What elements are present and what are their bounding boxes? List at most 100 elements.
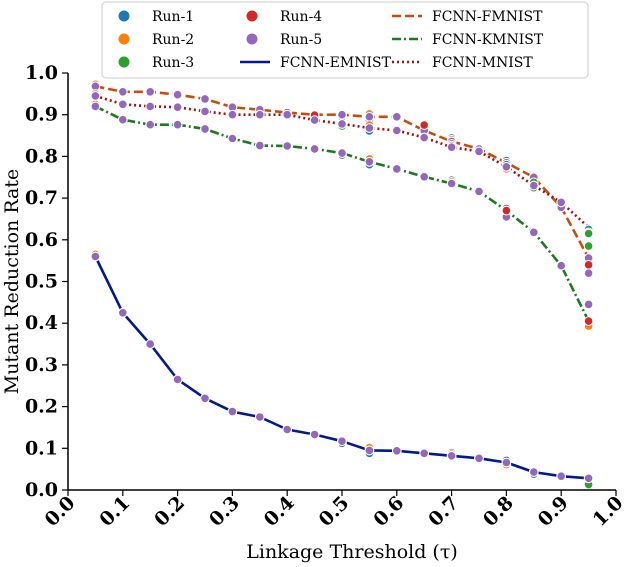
- marker-run-5-fcnn-emnist: [419, 448, 430, 459]
- marker-run-5-fcnn-emnist: [392, 446, 402, 456]
- marker-run-5-fcnn-kmnist: [254, 140, 265, 151]
- marker-run-5-fcnn-mnist: [501, 162, 512, 172]
- marker-run-4-fcnn-mnist: [501, 205, 512, 216]
- legend: Run-1 Run-2 Run-3 Run-4 Run-5 FCNN-EMNIST FCNN…: [101, 1, 589, 79]
- y-tick-label: 0.0: [25, 479, 58, 501]
- marker-run-5-fcnn-mnist: [392, 125, 402, 136]
- legend-label-fcnn-kmnist: FCNN-KMNIST: [432, 32, 544, 48]
- marker-run-5-fcnn-emnist: [227, 406, 238, 417]
- axes: 0.00.10.20.30.40.50.60.70.80.91.00.0 0.1 0…: [1, 62, 626, 563]
- series-line-fcnn-kmnist: [94, 105, 590, 322]
- marker-run-5-fcnn-emnist: [446, 451, 457, 461]
- marker-run-4-fcnn-mnist: [583, 260, 594, 270]
- marker-run-5-fcnn-mnist: [282, 109, 293, 120]
- marker-run-5-fcnn-kmnist: [419, 172, 430, 182]
- marker-run-5-fcnn-emnist: [337, 436, 347, 447]
- marker-run-5-fcnn-emnist: [200, 393, 210, 404]
- legend-frame: [101, 1, 589, 79]
- x-axis-title: Linkage Threshold (τ): [246, 541, 458, 563]
- marker-run-5-fcnn-fmnist: [392, 112, 402, 122]
- marker-run-5-fcnn-kmnist: [227, 133, 238, 144]
- x-tick-label: 0.3: [205, 492, 244, 531]
- marker-run-5-fcnn-kmnist: [90, 101, 101, 112]
- marker-run-5-fcnn-emnist: [556, 471, 567, 482]
- marker-run-5-fcnn-kmnist: [309, 144, 320, 154]
- marker-run-5-fcnn-emnist: [145, 339, 155, 349]
- x-tick-label: 0.9: [534, 492, 573, 531]
- legend-label-run-5: Run-5: [280, 32, 322, 48]
- marker-run-5-fcnn-fmnist: [364, 112, 375, 122]
- marker-run-5-fcnn-emnist: [474, 453, 484, 464]
- marker-run-5-fcnn-mnist: [90, 91, 101, 101]
- marker-run-3-fcnn-mnist: [583, 228, 594, 239]
- marker-run-5-fcnn-emnist: [90, 251, 101, 262]
- y-tick-label: 0.2: [25, 396, 58, 418]
- marker-run-5-fcnn-fmnist: [145, 87, 155, 97]
- y-tick-label: 0.1: [25, 437, 58, 459]
- marker-run-5-fcnn-mnist: [118, 99, 128, 110]
- y-tick-label: 0.3: [25, 354, 58, 376]
- y-tick-label: 0.4: [25, 312, 58, 334]
- y-tick-label: 0.6: [25, 229, 58, 251]
- legend-marker-run-3: [117, 55, 131, 69]
- marker-run-5-fcnn-emnist: [529, 467, 539, 477]
- marker-run-5-fcnn-emnist: [254, 412, 265, 422]
- legend-marker-run-5: [245, 32, 259, 46]
- x-tick-label: 0.4: [260, 492, 299, 531]
- marker-run-5-fcnn-emnist: [364, 445, 375, 456]
- marker-run-5-fcnn-kmnist: [145, 119, 155, 130]
- legend-label-run-1: Run-1: [152, 9, 194, 25]
- marker-run-5-fcnn-mnist: [254, 109, 265, 120]
- y-tick-label: 0.8: [25, 145, 58, 167]
- y-axis-title: Mutant Reduction Rate: [1, 169, 23, 395]
- legend-label-fcnn-mnist: FCNN-MNIST: [432, 55, 533, 71]
- legend-label-run-2: Run-2: [152, 32, 194, 48]
- marker-run-5-fcnn-mnist: [172, 102, 183, 112]
- x-tick-label: 1.0: [589, 492, 626, 531]
- marker-run-5-fcnn-mnist: [200, 106, 210, 117]
- marker-run-5-fcnn-mnist: [529, 180, 539, 191]
- x-tick-label: 0.7: [424, 492, 463, 531]
- marker-layer: [90, 79, 594, 490]
- marker-run-4-fcnn-mnist: [419, 120, 430, 130]
- marker-run-5-fcnn-emnist: [501, 457, 512, 468]
- marker-run-5-fcnn-mnist: [309, 115, 320, 125]
- marker-run-5-fcnn-mnist: [446, 142, 457, 152]
- series-layer: [94, 85, 590, 480]
- y-tick-label: 1.0: [25, 62, 58, 84]
- legend-label-fcnn-fmnist: FCNN-FMNIST: [432, 9, 543, 25]
- legend-label-run-4: Run-4: [280, 9, 322, 25]
- marker-run-5-fcnn-mnist: [364, 123, 375, 133]
- marker-run-5-fcnn-fmnist: [337, 109, 347, 120]
- marker-run-5-fcnn-kmnist: [337, 148, 347, 158]
- x-tick-label: 0.1: [95, 492, 134, 531]
- marker-run-5-fcnn-emnist: [583, 473, 594, 484]
- legend-label-run-3: Run-3: [152, 55, 194, 71]
- marker-run-5-fcnn-mnist: [337, 119, 347, 129]
- marker-run-5-fcnn-mnist: [556, 197, 567, 208]
- y-tick-label: 0.7: [25, 187, 58, 209]
- legend-marker-run-2: [117, 32, 131, 46]
- y-tick-label: 0.5: [25, 271, 58, 293]
- marker-run-5-fcnn-emnist: [282, 424, 293, 435]
- marker-run-5-fcnn-mnist: [474, 146, 484, 157]
- marker-run-5-fcnn-kmnist: [364, 157, 375, 167]
- marker-run-5-fcnn-mnist: [583, 268, 594, 279]
- marker-run-5-fcnn-kmnist: [446, 178, 457, 189]
- legend-marker-run-1: [117, 9, 131, 23]
- marker-run-5-fcnn-mnist: [419, 132, 430, 143]
- legend-label-fcnn-emnist: FCNN-EMNIST: [280, 55, 392, 71]
- marker-run-5-fcnn-kmnist: [118, 114, 128, 125]
- marker-run-5-fcnn-emnist: [309, 429, 320, 440]
- marker-run-4-fcnn-kmnist: [583, 316, 594, 326]
- x-tick-label: 0.5: [315, 492, 354, 531]
- marker-run-5-fcnn-mnist: [145, 101, 155, 112]
- marker-run-5-fcnn-fmnist: [200, 94, 210, 104]
- marker-run-5-fcnn-fmnist: [172, 89, 183, 100]
- marker-run-5-fcnn-kmnist: [529, 227, 539, 238]
- x-tick-label: 0.8: [479, 492, 518, 531]
- marker-run-5-fcnn-emnist: [118, 308, 128, 318]
- marker-run-5-fcnn-kmnist: [556, 260, 567, 271]
- x-tick-label: 0.2: [150, 492, 189, 531]
